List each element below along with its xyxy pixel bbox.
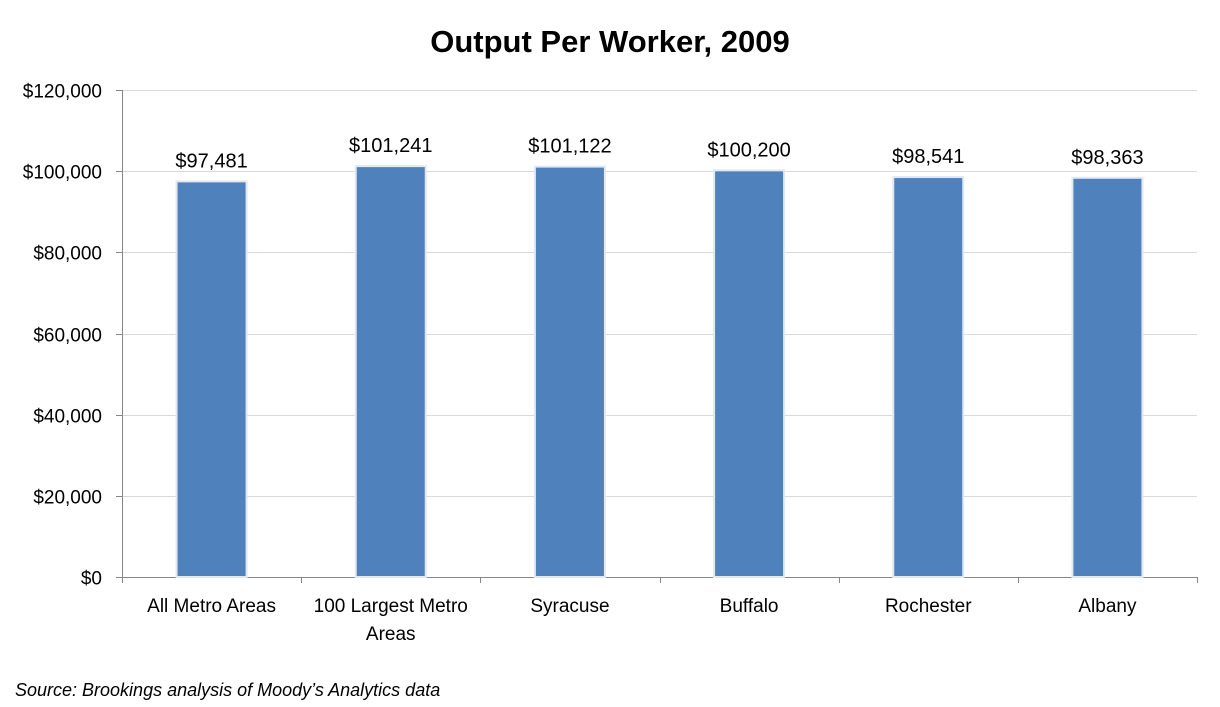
y-tick-label: $80,000 bbox=[33, 244, 102, 265]
bar bbox=[175, 180, 248, 578]
x-category-label: All Metro Areas bbox=[147, 596, 276, 617]
data-label: $101,122 bbox=[528, 136, 611, 158]
x-axis-labels: All Metro Areas 100 Largest Metro Areas Syr… bbox=[147, 596, 1137, 645]
y-tick-label: $100,000 bbox=[23, 163, 102, 184]
bar bbox=[713, 169, 786, 578]
gridlines bbox=[122, 90, 1197, 497]
bar bbox=[533, 165, 606, 578]
chart-title: Output Per Worker, 2009 bbox=[430, 24, 790, 59]
data-labels: $97,481 $101,241 $101,122 $100,200 $98,541 $9… bbox=[175, 135, 1143, 172]
x-category-label: Rochester bbox=[885, 596, 972, 617]
x-category-label: Syracuse bbox=[530, 596, 609, 617]
bar bbox=[354, 165, 427, 578]
x-category-label: 100 Largest Metro bbox=[314, 596, 468, 617]
x-category-label: Areas bbox=[366, 624, 416, 645]
y-tick-label: $120,000 bbox=[23, 82, 102, 103]
bars bbox=[175, 165, 1144, 579]
y-tick-label: $40,000 bbox=[33, 407, 102, 428]
y-tick-label: $60,000 bbox=[33, 326, 102, 347]
data-label: $97,481 bbox=[175, 150, 247, 172]
bar bbox=[1071, 176, 1144, 579]
y-tick-label: $20,000 bbox=[33, 488, 102, 509]
data-label: $100,200 bbox=[707, 139, 790, 161]
y-axis-labels: $0 $20,000 $40,000 $60,000 $80,000 $100,000 $1… bbox=[23, 82, 102, 590]
x-category-label: Buffalo bbox=[720, 596, 779, 617]
bar bbox=[892, 176, 965, 578]
axes bbox=[116, 90, 1198, 583]
source-note: Source: Brookings analysis of Moody’s An… bbox=[15, 680, 441, 700]
data-label: $98,541 bbox=[892, 146, 964, 168]
data-label: $98,363 bbox=[1071, 147, 1143, 169]
y-tick-label: $0 bbox=[81, 569, 102, 590]
x-category-label: Albany bbox=[1078, 596, 1137, 617]
data-label: $101,241 bbox=[349, 135, 432, 157]
